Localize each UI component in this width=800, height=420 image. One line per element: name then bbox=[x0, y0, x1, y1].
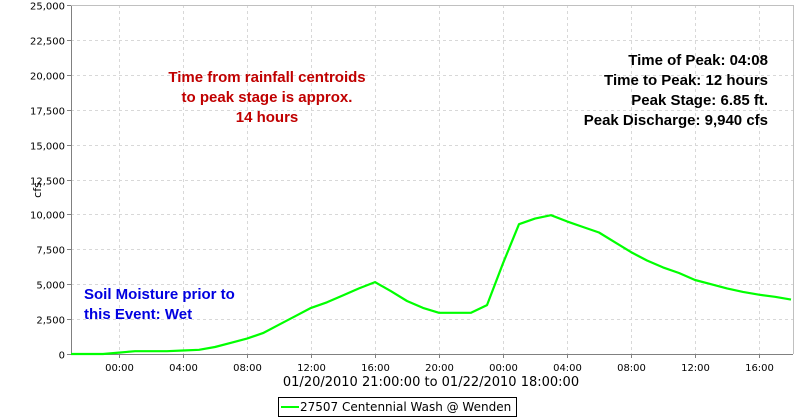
x-tick-label: 08:00 bbox=[617, 363, 646, 374]
rainfall-note-line-2: to peak stage is approx. bbox=[182, 89, 353, 106]
x-tick-label: 04:00 bbox=[553, 363, 582, 374]
discharge-line bbox=[71, 214, 792, 356]
y-axis-label: cfs bbox=[31, 182, 44, 198]
y-tick-label: 20,000 bbox=[30, 72, 65, 83]
time-of-peak: Time of Peak: 04:08 bbox=[628, 52, 768, 69]
y-tick-label: 17,500 bbox=[30, 107, 65, 118]
rainfall-note-line-1: Time from rainfall centroids bbox=[168, 69, 365, 86]
rainfall-note: Time from rainfall centroids to peak sta… bbox=[168, 69, 365, 126]
x-tick-label: 04:00 bbox=[169, 363, 198, 374]
soil-note-line-2: this Event: Wet bbox=[84, 306, 192, 323]
y-tick-label: 25,000 bbox=[30, 2, 65, 13]
x-tick-label: 12:00 bbox=[297, 363, 326, 374]
x-tick-label: 00:00 bbox=[105, 363, 134, 374]
y-tick-label: 10,000 bbox=[30, 211, 65, 222]
chart-legend: 27507 Centennial Wash @ Wenden bbox=[278, 397, 518, 417]
peak-info: Time of Peak: 04:08 Time to Peak: 12 hou… bbox=[584, 52, 768, 129]
x-tick-label: 12:00 bbox=[681, 363, 710, 374]
peak-stage: Peak Stage: 6.85 ft. bbox=[631, 92, 768, 109]
x-axis-ticks: 00:00 04:00 08:00 12:00 16:00 20:00 00:00 04:00… bbox=[105, 363, 774, 374]
y-tick-label: 7,500 bbox=[36, 246, 65, 257]
y-tick-label: 2,500 bbox=[36, 316, 65, 327]
x-axis-label: 01/20/2010 21:00:00 to 01/22/2010 18:00:… bbox=[283, 375, 579, 390]
legend-line-swatch-icon bbox=[281, 406, 299, 408]
rainfall-note-line-3: 14 hours bbox=[236, 109, 299, 126]
peak-discharge: Peak Discharge: 9,940 cfs bbox=[584, 112, 768, 129]
y-tick-label: 12,500 bbox=[30, 177, 65, 188]
x-tick-label: 00:00 bbox=[489, 363, 518, 374]
legend-label: 27507 Centennial Wash @ Wenden bbox=[300, 400, 512, 414]
soil-note-line-1: Soil Moisture prior to bbox=[84, 286, 235, 303]
x-tick-label: 08:00 bbox=[233, 363, 262, 374]
axes bbox=[67, 5, 794, 358]
y-tick-label: 15,000 bbox=[30, 142, 65, 153]
y-tick-label: 0 bbox=[59, 351, 65, 362]
grid-lines bbox=[71, 5, 793, 354]
x-tick-label: 16:00 bbox=[361, 363, 390, 374]
time-to-peak: Time to Peak: 12 hours bbox=[604, 72, 768, 89]
x-tick-label: 20:00 bbox=[425, 363, 454, 374]
y-axis-ticks: 0 2,500 5,000 7,500 10,000 12,500 15,000 17,500… bbox=[30, 2, 65, 362]
soil-moisture-note: Soil Moisture prior to this Event: Wet bbox=[84, 286, 235, 323]
x-tick-label: 16:00 bbox=[745, 363, 774, 374]
y-tick-label: 5,000 bbox=[36, 281, 65, 292]
y-tick-label: 22,500 bbox=[30, 37, 65, 48]
